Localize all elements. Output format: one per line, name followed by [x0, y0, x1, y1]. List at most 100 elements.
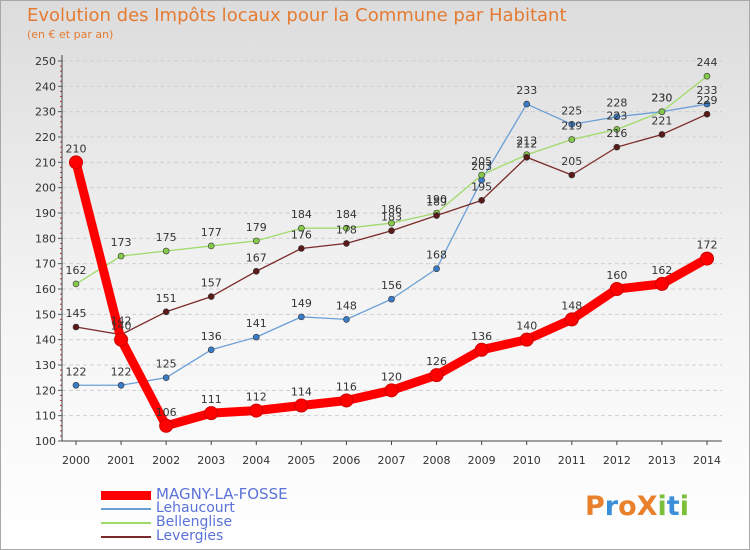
- y-tick-label: 170: [35, 258, 56, 271]
- data-label: 148: [561, 299, 582, 312]
- data-label: 184: [336, 208, 357, 221]
- y-tick-label: 140: [35, 334, 56, 347]
- x-tick-label: 2010: [513, 454, 541, 467]
- y-tick-label: 120: [35, 384, 56, 397]
- data-label: 160: [606, 269, 627, 282]
- logo-letter: o: [618, 491, 637, 522]
- data-label: 136: [471, 330, 492, 343]
- data-label: 205: [561, 155, 582, 168]
- data-point: [207, 242, 215, 250]
- data-label: 126: [426, 355, 447, 368]
- data-label: 141: [246, 317, 267, 330]
- x-tick-label: 2009: [468, 454, 496, 467]
- data-point: [69, 155, 83, 170]
- data-point: [613, 126, 621, 133]
- y-tick-label: 240: [35, 80, 56, 93]
- data-point: [700, 251, 714, 266]
- y-tick-label: 220: [35, 131, 56, 144]
- data-label: 213: [516, 135, 537, 148]
- data-label: 233: [697, 84, 718, 97]
- y-tick-label: 150: [35, 308, 56, 321]
- data-point: [609, 282, 624, 296]
- y-tick-label: 180: [35, 232, 56, 245]
- data-label: 228: [606, 97, 627, 110]
- logo-letter: i: [657, 491, 667, 522]
- data-point: [568, 171, 576, 179]
- data-point: [252, 267, 260, 275]
- logo-letter: r: [604, 491, 619, 522]
- data-label: 223: [606, 109, 627, 122]
- data-point: [388, 295, 395, 303]
- data-point: [703, 72, 711, 80]
- data-point: [252, 333, 260, 341]
- y-tick-label: 250: [35, 55, 56, 68]
- data-label: 176: [291, 228, 312, 241]
- data-point: [207, 293, 215, 300]
- data-label: 122: [66, 365, 87, 378]
- proxiti-logo: ProXiti: [585, 491, 689, 522]
- data-point: [72, 280, 80, 288]
- data-point: [474, 342, 489, 357]
- data-label: 148: [336, 299, 357, 312]
- logo-letter: P: [585, 491, 605, 522]
- data-label: 195: [471, 180, 492, 193]
- data-point: [429, 368, 444, 383]
- data-point: [159, 418, 174, 433]
- data-label: 216: [606, 127, 627, 140]
- chart-subtitle: (en € et par an): [27, 28, 114, 41]
- x-tick-label: 2004: [242, 454, 270, 467]
- data-point: [658, 131, 666, 138]
- data-label: 106: [156, 406, 177, 419]
- data-label: 140: [111, 320, 132, 333]
- y-tick-label: 230: [35, 106, 56, 119]
- data-label: 230: [651, 92, 672, 105]
- data-label: 142: [111, 315, 132, 328]
- data-label: 178: [336, 223, 357, 236]
- x-tick-label: 2008: [423, 454, 451, 467]
- data-label: 125: [156, 358, 177, 371]
- data-label: 210: [66, 142, 87, 155]
- data-label: 219: [561, 120, 582, 133]
- x-tick-label: 2012: [603, 454, 631, 467]
- data-point: [72, 323, 80, 331]
- y-tick-label: 110: [35, 410, 56, 423]
- data-point: [613, 143, 621, 151]
- data-label: 140: [516, 320, 537, 333]
- data-label: 229: [697, 94, 718, 107]
- data-label: 162: [66, 264, 87, 277]
- data-label: 225: [561, 104, 582, 117]
- data-label: 203: [471, 160, 492, 173]
- data-point: [298, 245, 305, 252]
- data-point: [72, 381, 80, 389]
- data-point: [162, 374, 170, 381]
- data-point: [294, 398, 309, 413]
- data-point: [568, 121, 576, 128]
- y-tick-label: 190: [35, 207, 56, 220]
- data-point: [519, 332, 534, 347]
- x-tick-label: 2005: [287, 454, 315, 467]
- data-label: 179: [246, 221, 267, 234]
- data-point: [654, 276, 669, 291]
- logo-letter: X: [636, 491, 658, 522]
- data-point: [343, 240, 350, 247]
- legend-label: MAGNY-LA-FOSSE: [156, 485, 288, 503]
- data-point: [117, 381, 125, 389]
- data-label: 177: [201, 226, 222, 239]
- legend-swatch: [101, 491, 151, 500]
- data-point: [343, 316, 350, 323]
- data-label: 112: [246, 391, 267, 404]
- data-label: 205: [471, 155, 492, 168]
- data-point: [249, 403, 264, 418]
- data-point: [298, 224, 305, 232]
- data-point: [384, 383, 399, 398]
- data-point: [658, 108, 666, 115]
- data-point: [523, 100, 531, 108]
- data-label: 184: [291, 208, 312, 221]
- legend-swatch: [101, 536, 151, 538]
- data-label: 172: [697, 239, 718, 252]
- data-label: 186: [381, 203, 402, 216]
- legend-label: Bellenglise: [156, 514, 233, 530]
- x-tick-label: 2002: [152, 454, 180, 467]
- data-label: 149: [291, 297, 312, 310]
